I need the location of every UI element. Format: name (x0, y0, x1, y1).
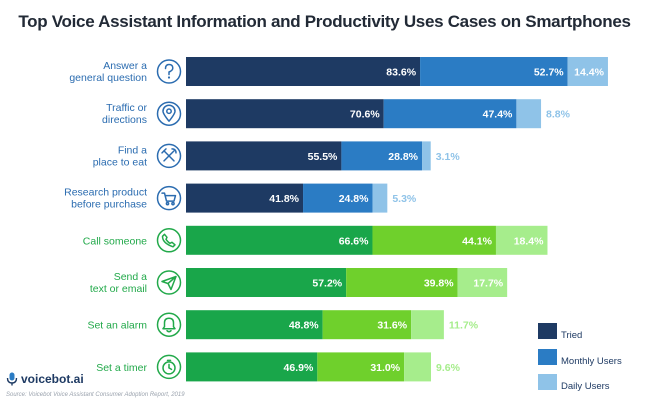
legend-item: Monthly Users (538, 349, 622, 367)
value-label: 46.9% (284, 362, 314, 374)
value-label: 24.8% (339, 193, 369, 205)
bar-segment (317, 352, 405, 382)
bar-row: Research product before purchase 41.8% 24.8… (64, 183, 417, 213)
bar-segment (346, 268, 458, 297)
bar-segment (516, 99, 542, 129)
value-label: 17.7% (473, 278, 503, 290)
value-label: 52.7% (534, 67, 564, 79)
bar-segment (186, 225, 373, 255)
legend-label: Daily Users (561, 381, 610, 392)
bar-row: Set a timer 46.9% 31.0% 9.6% (96, 352, 461, 382)
value-label: 55.5% (308, 151, 338, 163)
bar-segment (186, 57, 421, 86)
bar-segment (404, 352, 431, 382)
value-label: 3.1% (436, 151, 461, 163)
bar-row: Find a place to eat 55.5% 28.8% 3.1% (93, 141, 461, 171)
legend-item: Tried (538, 323, 582, 341)
value-label: 47.4% (483, 109, 513, 121)
value-label: 5.3% (392, 193, 417, 205)
shopping-cart-icon (156, 185, 182, 211)
bar-segment (186, 268, 347, 297)
legend-swatch (538, 374, 557, 390)
bar-segment (457, 268, 508, 297)
bar-segment (186, 99, 384, 129)
value-label: 14.4% (574, 67, 604, 79)
brand-logo: voicebot.ai (6, 372, 84, 386)
bar-segment (186, 183, 304, 213)
bar-segment (186, 352, 318, 382)
category-label: Answer a general question (69, 60, 147, 84)
bar-segment (186, 141, 342, 171)
value-label: 39.8% (424, 278, 454, 290)
legend-label: Tried (561, 330, 582, 341)
category-label: Set an alarm (87, 320, 147, 332)
value-label: 31.0% (370, 362, 400, 374)
bar-row: Answer a general question 83.6% 52.7% 14.4% (69, 57, 608, 86)
category-label: Call someone (83, 235, 147, 247)
bar-row: Call someone 66.6% 44.1% 18.4% (83, 225, 548, 255)
bar-segment (567, 57, 608, 86)
chart-title: Top Voice Assistant Information and Prod… (18, 12, 631, 31)
category-label: Find a place to eat (93, 144, 147, 168)
value-label: 28.8% (388, 151, 418, 163)
value-label: 70.6% (350, 109, 380, 121)
value-label: 11.7% (449, 320, 479, 332)
legend: Tried Monthly Users Daily Users (538, 323, 622, 392)
value-label: 41.8% (269, 193, 299, 205)
bar-segment (411, 310, 444, 340)
alarm-bell-icon (156, 312, 182, 337)
bar-segment (420, 57, 568, 86)
bar-segment (341, 141, 423, 171)
value-label: 83.6% (386, 67, 416, 79)
legend-item: Daily Users (538, 374, 610, 392)
value-label: 48.8% (289, 320, 319, 332)
bar-rows: Answer a general question 83.6% 52.7% 14.4% T… (64, 57, 608, 382)
bar-row: Set an alarm 48.8% 31.6% 11.7% (87, 310, 479, 340)
brand-name: voicebot.ai (21, 372, 84, 386)
location-pin-icon (156, 101, 182, 126)
bar-segment (303, 183, 373, 213)
bar-segment (495, 225, 548, 255)
legend-swatch (538, 349, 557, 365)
value-label: 44.1% (462, 235, 492, 247)
value-label: 9.6% (436, 362, 461, 374)
bar-row: Traffic or directions 70.6% 47.4% 8.8% (102, 99, 571, 129)
value-label: 8.8% (546, 109, 571, 121)
category-label: Send a text or email (90, 271, 147, 295)
legend-swatch (538, 323, 557, 339)
value-label: 18.4% (514, 235, 544, 247)
value-label: 66.6% (339, 235, 369, 247)
category-label: Traffic or directions (102, 102, 147, 126)
legend-label: Monthly Users (561, 356, 622, 367)
bar-row: Send a text or email 57.2% 39.8% 17.7% (90, 268, 508, 297)
bar-segment (422, 141, 431, 171)
phone-icon (156, 228, 182, 253)
source-note: Source: Voicebot Voice Assistant Consume… (6, 392, 185, 398)
category-label: Research product before purchase (64, 187, 147, 211)
question-icon (156, 59, 182, 84)
paper-plane-icon (156, 270, 182, 295)
value-label: 31.6% (377, 320, 407, 332)
utensils-icon (156, 143, 182, 169)
bar-segment (372, 225, 496, 255)
category-label: Set a timer (96, 362, 147, 374)
bar-segment (372, 183, 388, 213)
bar-segment (383, 99, 517, 129)
bar-segment (322, 310, 412, 340)
stopwatch-icon (156, 354, 182, 380)
microphone-icon (6, 372, 18, 386)
bar-segment (186, 310, 323, 340)
value-label: 57.2% (312, 278, 342, 290)
